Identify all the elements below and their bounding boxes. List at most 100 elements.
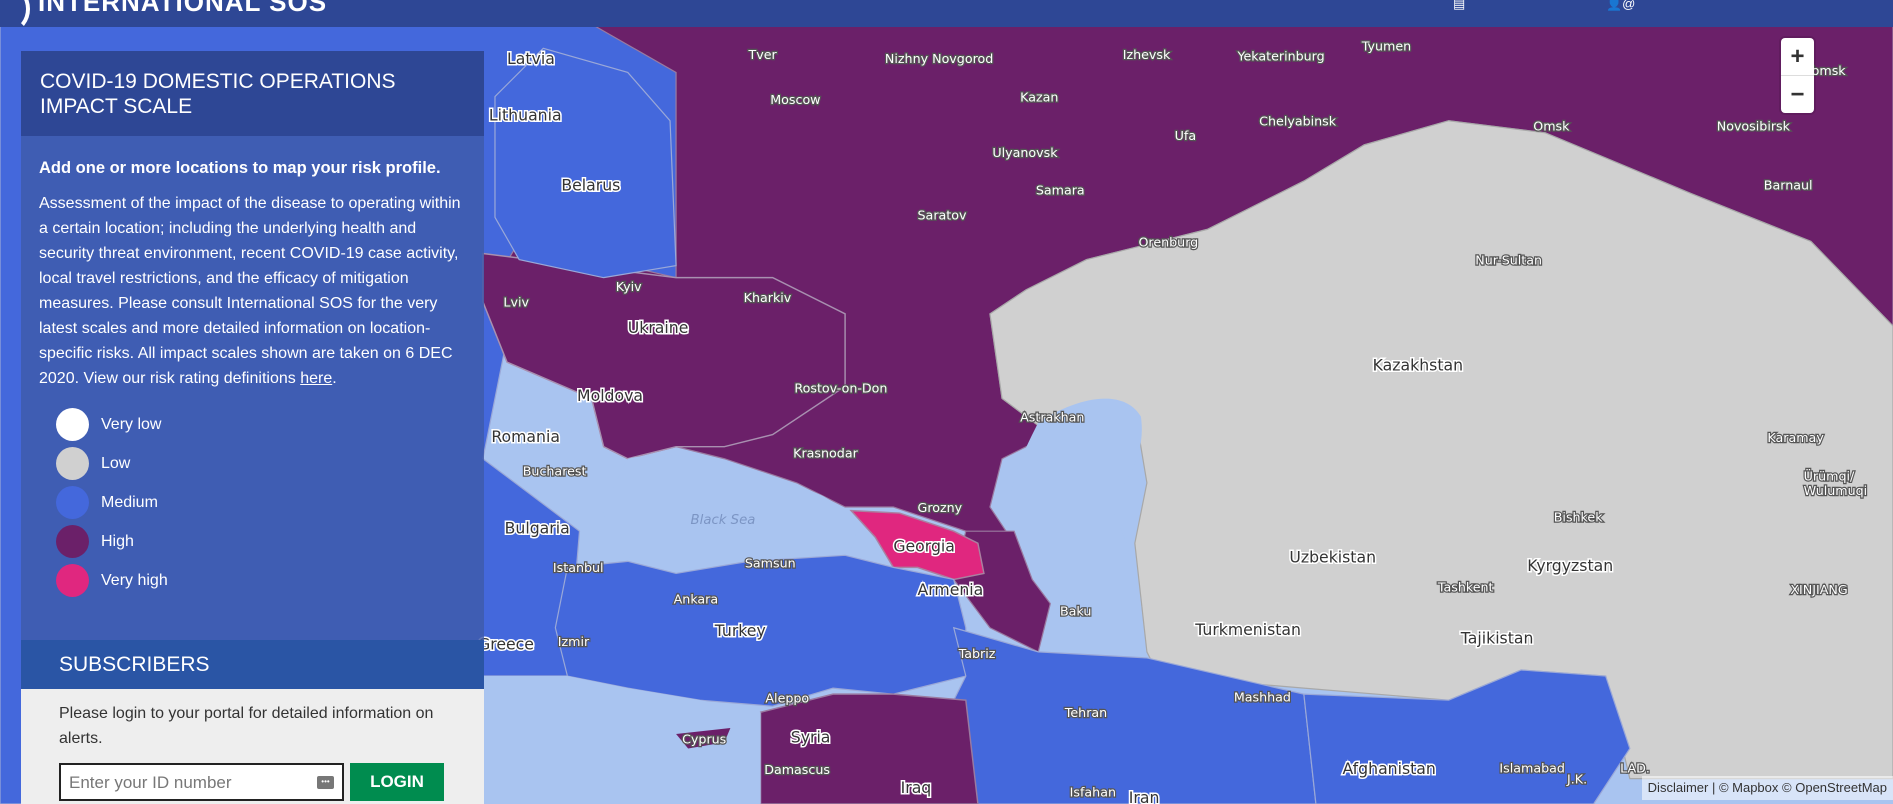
panel-title: COVID-19 DOMESTIC OPERATIONS IMPACT SCAL… <box>21 51 484 136</box>
map-label-city: Nizhny Novgorod <box>885 51 993 66</box>
subscribers-text: Please login to your portal for detailed… <box>59 705 434 747</box>
map-label-country: Armenia <box>918 580 984 599</box>
id-placeholder: Enter your ID number <box>69 772 232 792</box>
map-label-city: Samara <box>1036 182 1085 197</box>
document-icon[interactable]: ▤ <box>1453 0 1466 11</box>
map-label-country: Lithuania <box>489 106 562 125</box>
legend-item-low: Low <box>56 444 466 483</box>
zoom-out-button[interactable]: − <box>1790 81 1805 108</box>
map-label-country: Afghanistan <box>1342 759 1435 778</box>
logo-text[interactable]: INTERNATIONAL SOS <box>38 0 328 17</box>
region-afghanistan-pakistan <box>1303 669 1631 804</box>
map-label-country: Kazakhstan <box>1373 356 1463 375</box>
subscribers-title: SUBSCRIBERS <box>21 640 484 689</box>
map-label-city: Samsun <box>745 555 796 570</box>
map-label-country: Latvia <box>507 49 555 68</box>
legend-swatch <box>56 564 89 597</box>
subscribers-body: Please login to your portal for detailed… <box>21 689 484 804</box>
map-label-country: Tajikistan <box>1460 628 1534 647</box>
map-label-city: Aleppo <box>765 691 809 706</box>
map-label-city: Astrakhan <box>1020 409 1084 424</box>
region-cyprus <box>676 727 731 749</box>
map-label-city: Damascus <box>764 762 830 777</box>
map-label-city: Saratov <box>918 208 967 223</box>
osm-link[interactable]: © OpenStreetMap <box>1782 780 1887 795</box>
map-label-country: Iran <box>1129 788 1160 804</box>
map-label-city: Tver <box>748 47 778 62</box>
map-label-city: Tehran <box>1064 705 1107 720</box>
map-label-country: Iraq <box>901 778 932 797</box>
logo-icon[interactable] <box>0 0 30 32</box>
description-end: . <box>332 370 337 387</box>
disclaimer-link[interactable]: Disclaimer <box>1647 780 1709 795</box>
map-label-country: Georgia <box>893 537 955 556</box>
map-label-city: Nur-Sultan <box>1475 252 1542 267</box>
map-label-city: Izmir <box>558 634 590 649</box>
legend-label: Low <box>101 455 131 472</box>
legend-swatch <box>56 447 89 480</box>
map-label-city: Kyiv <box>616 279 642 294</box>
map-label-country: Moldova <box>577 386 643 405</box>
region-belarus <box>494 47 677 279</box>
map-label-city: Bucharest <box>523 464 587 479</box>
legend-swatch <box>56 408 89 441</box>
legend-item-high: High <box>56 522 466 561</box>
map-label-country: Belarus <box>561 176 620 195</box>
map-label-city: Tashkent <box>1437 580 1494 595</box>
map-label-country: Turkey <box>714 621 766 640</box>
map-label-country: Ukraine <box>628 318 689 337</box>
map-label-city: Moscow <box>770 92 820 107</box>
id-number-input[interactable]: Enter your ID number ••• <box>59 763 344 801</box>
map-label-city: Isfahan <box>1070 785 1116 800</box>
legend-swatch <box>56 525 89 558</box>
region-georgia <box>849 509 985 581</box>
map-label-city: Barnaul <box>1764 178 1813 193</box>
black-sea <box>603 454 856 574</box>
password-key-icon[interactable]: ••• <box>317 775 334 789</box>
map-label-city: Ufa <box>1175 128 1196 143</box>
map-label-city: Cyprus <box>682 732 726 747</box>
mapbox-link[interactable]: © Mapbox <box>1718 780 1779 795</box>
map-label-city: Omsk <box>1533 118 1570 133</box>
map-label-city: Novosibirsk <box>1717 118 1791 133</box>
definitions-link[interactable]: here <box>300 370 333 387</box>
map-label-city: J.K. <box>1566 771 1587 786</box>
map-label-city: Kazan <box>1020 89 1058 104</box>
map-label-city: Izhevsk <box>1123 47 1171 62</box>
map-label-country: Greece <box>478 634 534 653</box>
map-label-city: Tyumen <box>1361 39 1411 54</box>
map-label-country: Bulgaria <box>505 519 570 538</box>
legend-label: High <box>101 533 134 550</box>
region-ukraine <box>482 252 846 460</box>
region-syria-iraq <box>759 693 979 804</box>
map-label-city: Istanbul <box>553 560 604 575</box>
legend-item-very-high: Very high <box>56 561 466 600</box>
map-label-city: Chelyabinsk <box>1259 114 1337 129</box>
login-row: Enter your ID number ••• LOGIN <box>59 763 446 801</box>
map-label-country: Uzbekistan <box>1289 548 1376 567</box>
map-label-country: Syria <box>791 727 831 746</box>
map-label-city: Karamay <box>1767 430 1824 445</box>
map-label-city: Orenburg <box>1138 234 1198 249</box>
map-label-city: Ankara <box>674 592 719 607</box>
mediterranean <box>482 676 761 804</box>
map-label-city: Krasnodar <box>793 446 858 461</box>
zoom-in-button[interactable]: + <box>1781 38 1814 76</box>
map-label-country: Turkmenistan <box>1194 620 1301 639</box>
user-email-icon[interactable]: 👤@ <box>1606 0 1636 11</box>
legend-label: Very high <box>101 572 168 589</box>
map-label-city: Lviv <box>503 295 529 310</box>
legend-item-medium: Medium <box>56 483 466 522</box>
legend-swatch <box>56 486 89 519</box>
map-label-country: Kyrgyzstan <box>1527 556 1613 575</box>
map-label-city: Tomsk <box>1805 63 1846 78</box>
panel-description: Assessment of the impact of the disease … <box>39 191 466 391</box>
login-button[interactable]: LOGIN <box>350 763 444 801</box>
legend-label: Very low <box>101 416 162 433</box>
region-iran <box>941 626 1317 804</box>
map-label-city: LAD. <box>1620 761 1650 776</box>
zoom-control: + − <box>1781 38 1814 113</box>
legend-label: Medium <box>101 494 158 511</box>
map-label-city: Islamabad <box>1499 761 1565 776</box>
